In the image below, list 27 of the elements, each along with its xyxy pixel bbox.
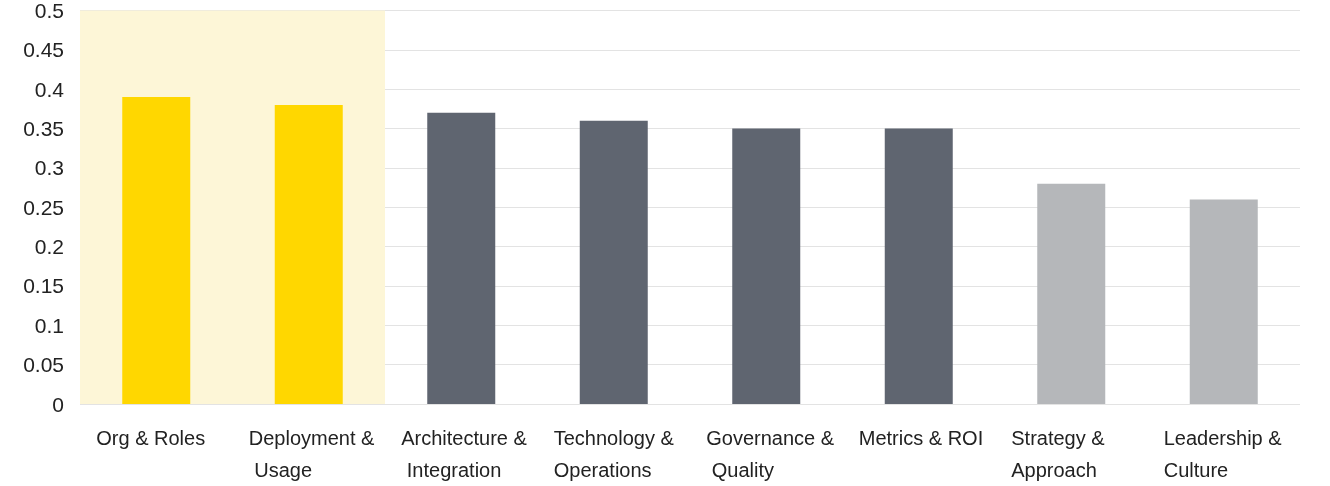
- y-tick-label: 0.45: [23, 38, 64, 62]
- x-tick-label: Org & Roles: [96, 427, 206, 449]
- bar: [884, 128, 953, 404]
- x-tick-label: Technology & Operations: [553, 427, 680, 481]
- x-tick-label: Leadership & Culture: [1163, 427, 1288, 481]
- bar: [427, 112, 496, 404]
- x-tick-label: Deployment & Usage: [248, 427, 376, 481]
- y-tick-label: 0.1: [34, 313, 64, 337]
- bar: [579, 120, 648, 404]
- y-tick-label: 0.3: [34, 156, 64, 180]
- y-tick-label: 0: [52, 392, 64, 416]
- y-tick-label: 0.2: [34, 235, 64, 259]
- y-tick-label: 0.05: [23, 353, 64, 377]
- bar: [274, 104, 343, 404]
- bar: [1037, 183, 1106, 404]
- y-tick-label: 0.25: [23, 195, 64, 219]
- y-tick-label: 0.35: [23, 117, 64, 141]
- y-tick-label: 0.4: [34, 77, 65, 101]
- bar: [732, 128, 801, 404]
- y-tick-label: 0.15: [23, 274, 64, 298]
- bar: [122, 97, 191, 404]
- x-tick-label: Architecture & Integration: [401, 427, 528, 481]
- y-tick-label: 0.5: [34, 0, 64, 22]
- x-tick-label: Metrics & ROI: [858, 427, 984, 449]
- bar: [1189, 199, 1258, 404]
- x-tick-label: Strategy & Approach: [1011, 427, 1111, 481]
- x-tick-label: Governance & Quality: [706, 427, 835, 481]
